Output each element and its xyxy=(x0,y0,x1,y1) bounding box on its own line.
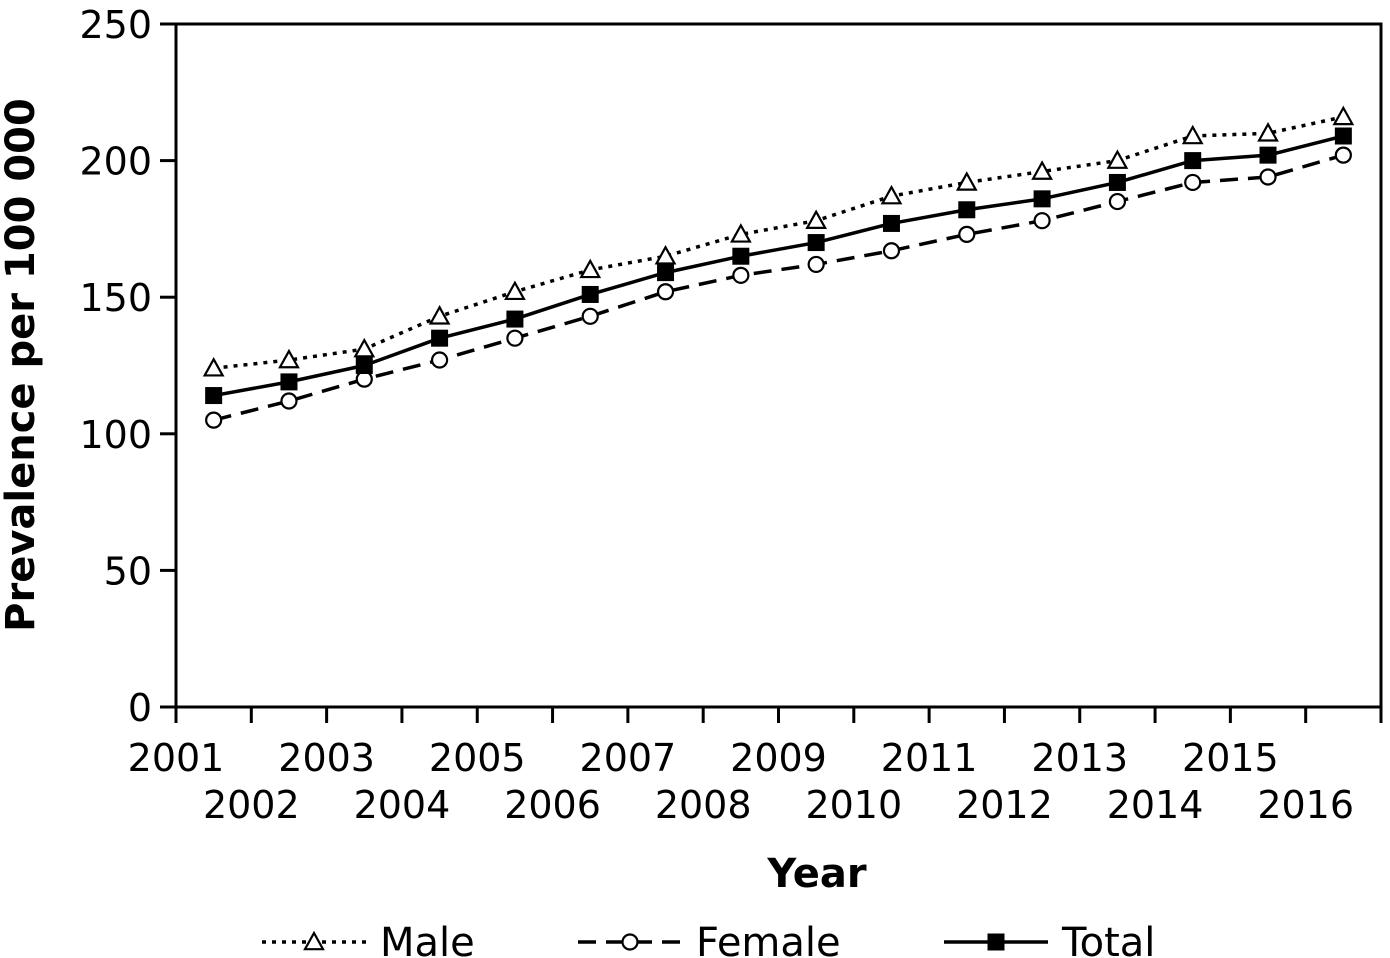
data-point-total xyxy=(1033,190,1051,208)
data-point-total xyxy=(1334,127,1352,145)
data-point-female xyxy=(280,392,298,410)
data-point-total xyxy=(732,247,750,265)
data-point-male xyxy=(504,280,526,301)
data-point-total xyxy=(581,285,599,303)
x-tick-label: 2002 xyxy=(203,783,300,827)
data-point-male xyxy=(1332,105,1355,126)
series-total xyxy=(205,127,1352,405)
data-point-male xyxy=(1181,124,1204,145)
x-tick-label: 2001 xyxy=(128,736,225,780)
data-point-female xyxy=(1033,212,1051,230)
data-point-female xyxy=(430,351,449,369)
x-tick-label: 2014 xyxy=(1107,783,1204,827)
data-point-total xyxy=(882,214,900,232)
y-axis-ticks: 0 50 100 150 200 250 xyxy=(79,3,176,730)
y-tick-label: 100 xyxy=(79,413,152,457)
data-point-total xyxy=(431,329,449,347)
series-male xyxy=(202,105,1355,377)
x-tick-label: 2006 xyxy=(504,783,601,827)
data-point-male xyxy=(654,244,677,265)
data-point-female xyxy=(656,283,675,301)
legend-label-total: Total xyxy=(1061,920,1155,958)
data-point-total xyxy=(1108,173,1126,191)
legend-item-male: Male xyxy=(262,920,475,958)
y-tick-label: 150 xyxy=(79,276,152,320)
x-tick-label: 2010 xyxy=(805,783,902,827)
data-point-male xyxy=(353,337,376,358)
x-tick-label: 2015 xyxy=(1182,736,1279,780)
series-layer xyxy=(202,105,1355,429)
data-point-male xyxy=(579,258,602,279)
legend-item-female: Female xyxy=(578,920,841,958)
legend-label-male: Male xyxy=(380,920,475,958)
x-tick-label: 2003 xyxy=(278,736,375,780)
y-tick-label: 0 xyxy=(128,686,152,730)
x-tick-label: 2007 xyxy=(580,736,677,780)
series-line-female xyxy=(213,153,1344,422)
data-point-male xyxy=(1257,122,1279,142)
legend-label-female: Female xyxy=(696,920,841,958)
data-point-total xyxy=(355,357,373,374)
legend-item-total: Total xyxy=(944,920,1155,958)
series-line-total xyxy=(213,134,1344,398)
x-tick-label: 2005 xyxy=(429,736,526,780)
data-point-female xyxy=(807,255,825,274)
x-tick-label: 2013 xyxy=(1031,736,1128,780)
data-point-total xyxy=(1259,146,1277,164)
x-axis-title: Year xyxy=(766,851,866,897)
y-tick-label: 50 xyxy=(104,549,152,593)
legend: Male Female Total xyxy=(262,920,1155,958)
data-point-male xyxy=(955,171,978,191)
data-point-total xyxy=(205,387,223,405)
legend-marker-total xyxy=(987,933,1005,951)
data-point-total xyxy=(1184,152,1202,170)
data-point-female xyxy=(732,266,750,284)
data-point-male xyxy=(805,209,828,230)
data-point-female xyxy=(1184,173,1202,192)
x-axis-ticks: 2001200220032004200520062007200820092010… xyxy=(128,707,1383,827)
data-point-female xyxy=(506,329,524,347)
series-female xyxy=(205,146,1352,429)
data-point-total xyxy=(280,373,298,391)
legend-marker-male xyxy=(303,930,325,951)
legend-marker-female xyxy=(621,933,639,951)
data-point-female xyxy=(1108,192,1127,211)
data-point-male xyxy=(1106,149,1129,169)
data-point-female xyxy=(581,307,599,325)
data-point-female xyxy=(1334,146,1352,164)
data-point-total xyxy=(657,264,675,282)
data-point-female xyxy=(1259,168,1277,186)
data-point-female xyxy=(958,225,976,243)
data-point-total xyxy=(958,201,976,219)
y-axis-title: Prevalence per 100 000 xyxy=(0,98,44,632)
x-tick-label: 2008 xyxy=(655,783,752,827)
series-line-male xyxy=(213,115,1344,370)
y-tick-label: 250 xyxy=(79,3,152,47)
data-point-male xyxy=(202,356,225,377)
data-point-female xyxy=(205,411,223,429)
data-point-male xyxy=(880,184,903,205)
x-tick-label: 2009 xyxy=(730,736,827,780)
x-tick-label: 2004 xyxy=(354,783,451,827)
data-point-total xyxy=(506,310,524,328)
data-point-male xyxy=(1031,160,1053,180)
data-point-male xyxy=(428,305,451,325)
x-tick-label: 2012 xyxy=(956,783,1053,827)
data-point-male xyxy=(729,223,752,243)
x-tick-label: 2016 xyxy=(1257,783,1354,827)
data-point-female xyxy=(882,242,901,260)
y-tick-label: 200 xyxy=(79,140,152,184)
data-point-male xyxy=(278,348,300,369)
data-point-total xyxy=(807,234,825,252)
x-tick-label: 2011 xyxy=(881,736,978,780)
